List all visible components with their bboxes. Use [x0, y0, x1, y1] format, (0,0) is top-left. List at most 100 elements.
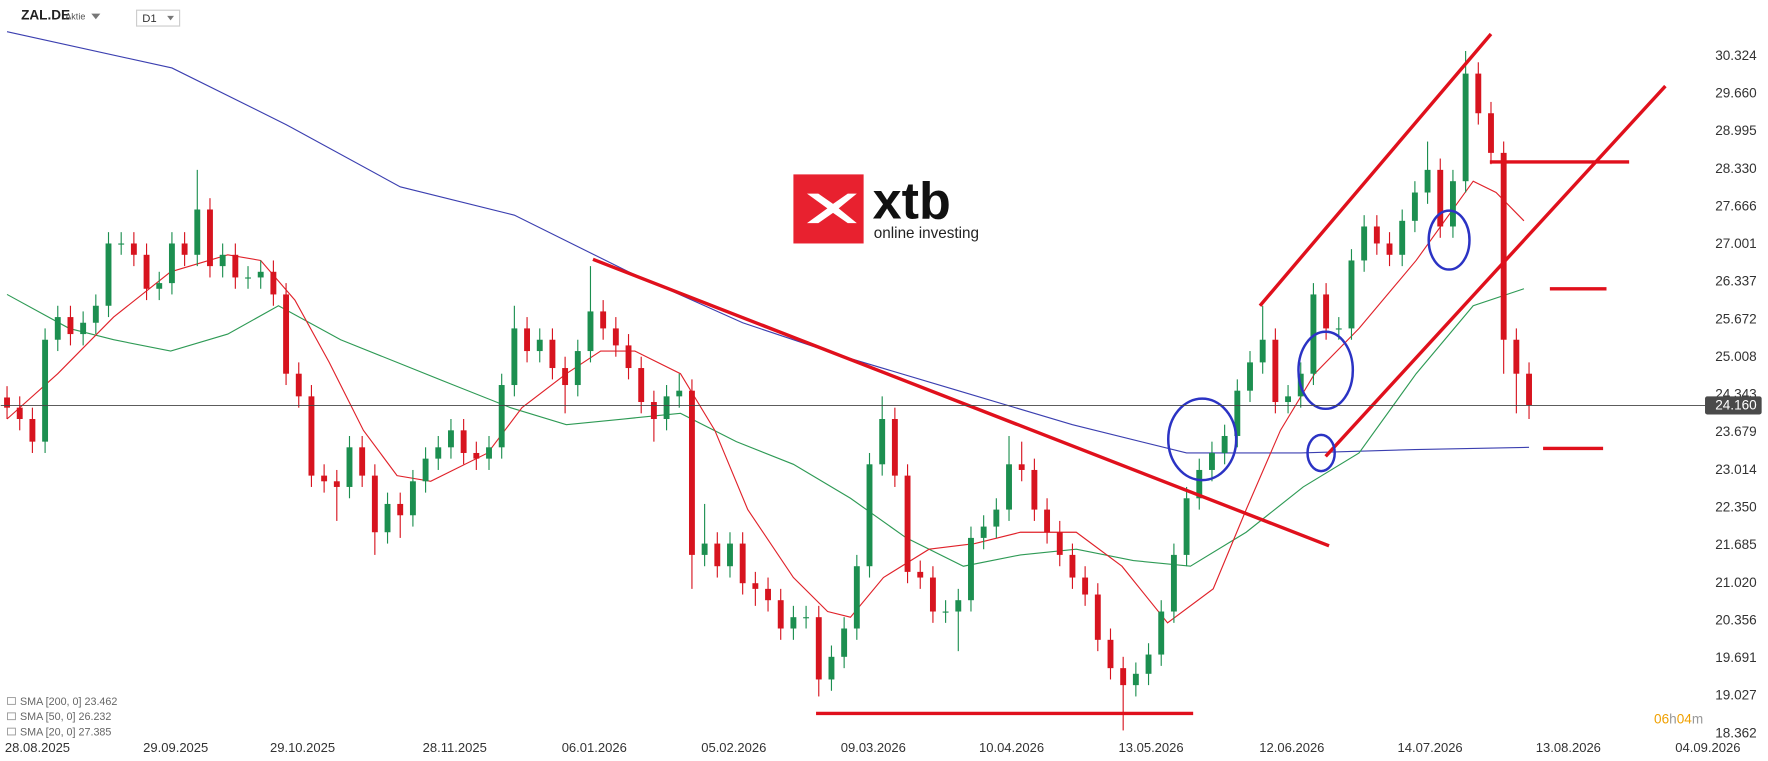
legend-label: SMA [200, 0] 23.462 [20, 696, 117, 708]
candle-body [168, 243, 175, 284]
candle-body [1500, 152, 1507, 340]
y-tick-label: 27.001 [1715, 236, 1757, 251]
candle-layer [4, 50, 1532, 731]
candle-body [105, 243, 112, 306]
timeframe[interactable]: D1 [142, 13, 156, 25]
timeframe-box[interactable] [136, 9, 181, 27]
candle-body [1259, 339, 1266, 363]
timer-hours: 06 [1654, 712, 1669, 727]
candle-body [143, 254, 150, 289]
candle-body [29, 419, 36, 442]
candle-body [321, 475, 328, 482]
x-tick-label: 05.02.2026 [701, 740, 766, 755]
x-tick-label: 13.05.2026 [1118, 740, 1183, 755]
candle-body [473, 452, 480, 459]
legend-icon[interactable] [7, 712, 16, 721]
candle-body [92, 305, 99, 323]
candle-body [194, 209, 201, 255]
candle-body [1209, 452, 1215, 470]
sma-line [6, 288, 1525, 567]
candle-body [1488, 113, 1494, 153]
candle-body [942, 611, 949, 613]
candle-body [891, 419, 898, 476]
y-tick-label: 20.356 [1715, 612, 1757, 627]
y-tick-label: 30.324 [1715, 48, 1757, 63]
candle-timer: 06h04m [1654, 712, 1703, 727]
candle-body [371, 475, 378, 533]
candle-body [650, 402, 657, 420]
candle-body [1247, 362, 1253, 391]
legend-icon[interactable] [7, 727, 16, 736]
last-price-label: 24.160 [1715, 398, 1757, 413]
trend-line [592, 257, 1330, 548]
highlight-ellipse [1166, 397, 1238, 482]
sma-line [6, 180, 1525, 624]
candle-body [270, 271, 277, 295]
candle-body [777, 600, 784, 629]
candle-body [245, 277, 251, 279]
dropdown-arrow[interactable] [167, 15, 174, 21]
candle-body [359, 447, 366, 476]
candle-body [562, 368, 569, 386]
y-tick-label: 28.330 [1715, 161, 1757, 176]
timer-unit: m [1692, 712, 1703, 727]
candle-body [1069, 554, 1076, 578]
y-tick-label: 29.660 [1715, 86, 1757, 101]
candle-body [663, 396, 670, 420]
y-tick-label: 27.666 [1715, 198, 1757, 213]
x-tick-label: 28.11.2025 [423, 740, 487, 755]
candle-body [1285, 396, 1291, 403]
candle-body [333, 481, 340, 487]
candle-body [638, 368, 645, 403]
x-tick-label: 29.09.2025 [143, 740, 208, 755]
candle-body [80, 322, 87, 335]
symbol[interactable]: ZAL.DE [21, 7, 70, 22]
candle-body [1437, 169, 1444, 227]
candle-body [1145, 654, 1152, 674]
candle-body [765, 588, 771, 601]
y-tick-label: 25.672 [1715, 311, 1757, 326]
candle-body [511, 328, 518, 386]
candle-body [118, 243, 125, 245]
candle-body [498, 385, 505, 448]
last-price-box [1705, 396, 1762, 415]
highlight-ellipse [1427, 209, 1471, 271]
candle-body [676, 390, 683, 397]
candle-body [980, 526, 987, 538]
candle-body [1018, 464, 1025, 470]
candle-body [1411, 192, 1418, 221]
x-tick-label: 29.10.2025 [270, 740, 335, 755]
candle-body [1373, 226, 1380, 244]
y-tick-label: 21.685 [1715, 537, 1757, 552]
candle-body [574, 351, 581, 386]
logo-x [806, 193, 857, 224]
candle-body [1386, 243, 1393, 255]
candle-body [1462, 73, 1469, 182]
legend-label: SMA [50, 0] 26.232 [20, 711, 111, 723]
candle-body [904, 475, 911, 572]
candle-body [714, 543, 721, 567]
legend-icon[interactable] [7, 697, 16, 705]
legend-label: SMA [20, 0] 27.385 [20, 727, 111, 739]
logo: xtb online investing [793, 173, 979, 244]
dropdown-arrow[interactable] [91, 13, 101, 20]
y-tick-label: 28.995 [1715, 123, 1757, 138]
timer-unit: h [1669, 712, 1677, 727]
candle-body [1158, 611, 1165, 655]
y-tick-label: 18.362 [1715, 725, 1757, 740]
candle-body [384, 503, 391, 533]
candle-body [42, 339, 49, 442]
candle-body [727, 543, 733, 567]
logo-tagline: online investing [874, 225, 979, 242]
candle-body [549, 339, 556, 369]
x-tick-label: 12.06.2026 [1259, 740, 1324, 755]
logo-brand: xtb [873, 173, 951, 231]
y-tick-label: 22.350 [1715, 499, 1757, 514]
candle-body [435, 447, 442, 459]
candle-body [1323, 294, 1330, 329]
instrument-type: Aktie [65, 11, 85, 21]
candle-body [1335, 328, 1342, 330]
x-tick-label: 04.09.2026 [1675, 740, 1740, 755]
y-tick-label: 23.014 [1715, 462, 1757, 477]
